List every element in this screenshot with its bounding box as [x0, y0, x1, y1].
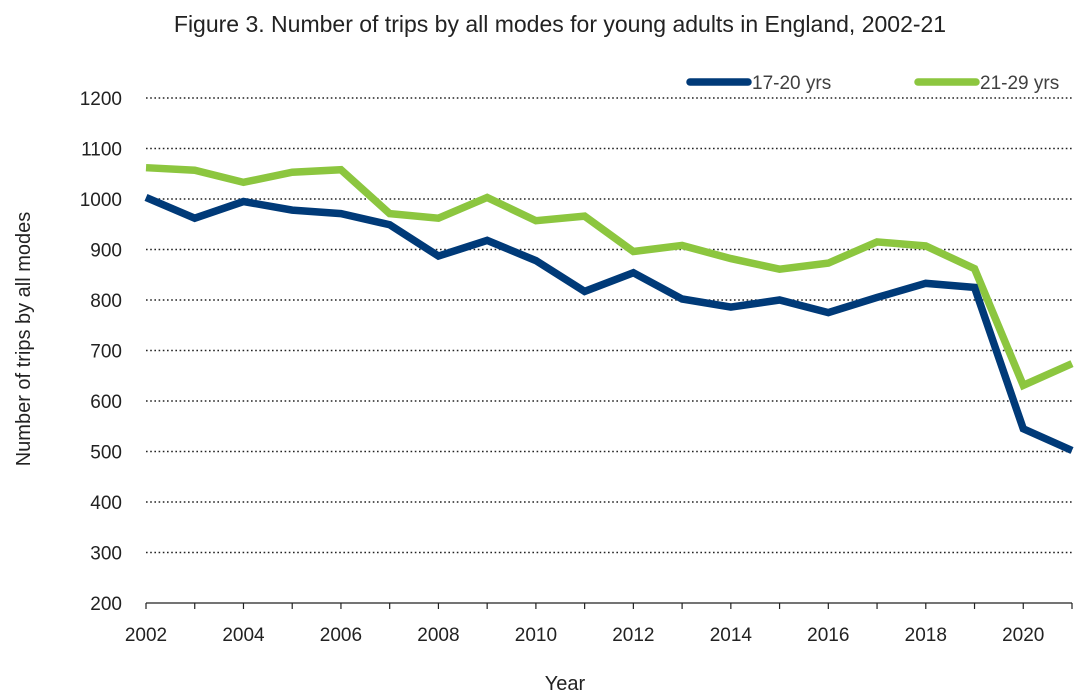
y-tick-label: 900 [90, 241, 122, 262]
x-axis [146, 603, 1072, 609]
x-axis-label: Year [545, 673, 586, 693]
y-tick-label: 600 [90, 392, 122, 413]
x-tick-label: 2004 [222, 625, 265, 646]
y-tick-label: 300 [90, 544, 122, 565]
series-line [146, 168, 1072, 386]
x-tick-label: 2006 [320, 625, 362, 646]
y-axis-label: Number of trips by all modes [13, 212, 35, 467]
x-tick-label: 2010 [515, 625, 557, 646]
y-tick-label: 200 [90, 594, 122, 615]
legend: 17-20 yrs 21-29 yrs [690, 73, 1059, 94]
y-tick-label: 800 [90, 291, 122, 312]
y-tick-label: 500 [90, 443, 122, 464]
x-tick-label: 2020 [1002, 625, 1044, 646]
series-21-29-yrs [146, 168, 1072, 386]
x-tick-label: 2012 [612, 625, 654, 646]
x-tick-label: 2018 [905, 625, 947, 646]
y-tick-label: 1000 [80, 190, 122, 211]
series-lines [146, 168, 1072, 451]
y-tick-label: 1100 [81, 140, 122, 161]
legend-item: 21-29 yrs [918, 73, 1059, 94]
gridlines [146, 98, 1072, 553]
x-tick-label: 2002 [125, 625, 167, 646]
legend-label: 21-29 yrs [980, 73, 1059, 94]
x-tick-label: 2008 [417, 625, 459, 646]
y-tick-label: 1200 [80, 89, 122, 110]
x-tick-label: 2016 [807, 625, 849, 646]
y-axis-tick-labels: 200 300 400 500 600 700 800 900 1000 1100 1200 [80, 89, 122, 615]
x-axis-tick-labels: 2002 2004 2006 2008 2010 2012 2014 2016 2018 2020 [125, 625, 1045, 646]
legend-item: 17-20 yrs [690, 73, 831, 94]
y-tick-label: 700 [90, 342, 122, 363]
x-tick-label: 2014 [710, 625, 753, 646]
chart-title: Figure 3. Number of trips by all modes f… [174, 11, 946, 37]
legend-label: 17-20 yrs [752, 73, 831, 94]
y-tick-label: 400 [90, 493, 122, 514]
